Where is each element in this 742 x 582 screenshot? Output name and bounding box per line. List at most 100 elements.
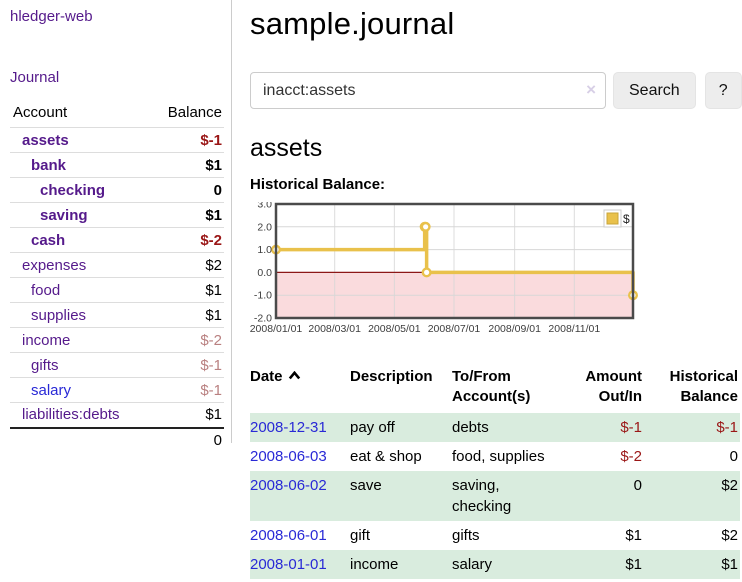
- transaction-balance: $2: [721, 527, 738, 544]
- account-row: checking 0: [10, 177, 224, 203]
- account-link[interactable]: cash: [31, 231, 66, 249]
- help-button[interactable]: ?: [704, 72, 742, 109]
- account-link[interactable]: checking: [40, 181, 106, 199]
- sidebar: hledger-web Journal Account Balance asse…: [0, 0, 232, 453]
- accounts-header-row: Account Balance: [10, 100, 224, 128]
- transaction-date-link[interactable]: 2008-12-31: [250, 419, 327, 436]
- account-link[interactable]: saving: [40, 206, 88, 224]
- register-table: Date Description To/From Account(s) Amount …: [250, 363, 740, 579]
- transaction-amount: $-2: [620, 448, 642, 465]
- svg-text:2008/03/01: 2008/03/01: [308, 323, 361, 335]
- register-header-label: To/From Account(s): [452, 368, 531, 405]
- account-link[interactable]: supplies: [31, 306, 87, 324]
- register-header-description: Description: [350, 363, 452, 413]
- search-button[interactable]: Search: [613, 72, 696, 109]
- account-link[interactable]: salary: [31, 381, 72, 399]
- accounts-total-row: 0: [10, 426, 224, 453]
- account-row: liabilities:debts $1: [10, 402, 224, 428]
- clear-search-icon[interactable]: ×: [586, 80, 596, 99]
- transaction-description: gift: [350, 527, 371, 544]
- account-row: cash $-2: [10, 227, 224, 253]
- account-row: income $-2: [10, 327, 224, 353]
- register-header-to-from-account-s-: To/From Account(s): [452, 363, 556, 413]
- transaction-description: pay off: [350, 413, 452, 442]
- account-balance: $1: [149, 202, 224, 228]
- account-title: assets: [250, 134, 323, 162]
- account-link[interactable]: income: [22, 331, 71, 349]
- transaction-accounts: food, supplies: [452, 448, 545, 465]
- transaction-date-link[interactable]: 2008-06-01: [250, 527, 327, 544]
- transaction-amount: $1: [556, 550, 644, 579]
- transaction-amount: $-1: [556, 413, 644, 442]
- register-header-amount-out-in: Amount Out/In: [556, 363, 644, 413]
- account-balance: $2: [149, 252, 224, 278]
- register-row: 2008-12-31 pay off debts $-1 $-1: [250, 413, 740, 442]
- register-header-label: Description: [350, 368, 433, 385]
- account-link[interactable]: expenses: [22, 256, 87, 274]
- chart-label: Historical Balance:: [250, 176, 386, 193]
- account-balance: $-2: [149, 327, 224, 353]
- register-row: 2008-06-02 save saving, checking 0 $2: [250, 471, 740, 521]
- svg-text:2008/11/01: 2008/11/01: [548, 323, 600, 335]
- accounts-header-balance: Balance: [167, 104, 222, 121]
- accounts-header-account: Account: [13, 104, 68, 121]
- svg-text:-1.0: -1.0: [254, 290, 272, 302]
- transaction-accounts: gifts: [452, 527, 480, 544]
- account-balance: 0: [149, 177, 224, 203]
- transaction-date-link[interactable]: 2008-06-03: [250, 448, 327, 465]
- account-link[interactable]: gifts: [31, 356, 59, 374]
- account-link[interactable]: assets: [22, 131, 69, 149]
- svg-text:2008/07/01: 2008/07/01: [428, 323, 481, 335]
- transaction-description: save: [350, 471, 452, 521]
- account-link[interactable]: liabilities:debts: [22, 406, 120, 424]
- account-balance: $-1: [149, 352, 224, 378]
- account-row: saving $1: [10, 202, 224, 228]
- register-row: 2008-01-01 income salary $1 $1: [250, 550, 740, 579]
- accounts-table: Account Balance assets $-1 bank $1 checking 0…: [10, 100, 224, 453]
- register-header-date[interactable]: Date: [250, 363, 350, 413]
- account-balance: $-2: [149, 227, 224, 253]
- sidebar-item-journal[interactable]: Journal: [10, 69, 60, 86]
- transaction-balance: $-1: [644, 413, 740, 442]
- account-row: supplies $1: [10, 302, 224, 328]
- account-link[interactable]: food: [31, 281, 61, 299]
- transaction-accounts: saving, checking: [452, 471, 556, 521]
- search-input[interactable]: [250, 72, 606, 109]
- chart-legend-label: $: [623, 212, 630, 226]
- register-header-label: Date: [250, 368, 283, 385]
- account-row: assets $-1: [10, 127, 224, 153]
- svg-text:2.0: 2.0: [257, 221, 272, 233]
- svg-text:2008/09/01: 2008/09/01: [488, 323, 541, 335]
- register-header-row: Date Description To/From Account(s) Amount …: [250, 363, 740, 413]
- register-row: 2008-06-03 eat & shop food, supplies $-2 0: [250, 442, 740, 471]
- accounts-total-value: 0: [149, 426, 224, 453]
- svg-text:3.0: 3.0: [257, 202, 272, 211]
- search-bar: × Search ?: [250, 72, 742, 109]
- transaction-amount: $1: [625, 527, 642, 544]
- account-link[interactable]: bank: [31, 156, 67, 174]
- transaction-date-link[interactable]: 2008-06-02: [250, 477, 327, 494]
- register-header-historical-balance: Historical Balance: [644, 363, 740, 413]
- transaction-date-link[interactable]: 2008-01-01: [250, 556, 327, 573]
- account-balance: $1: [149, 277, 224, 303]
- svg-text:0.0: 0.0: [257, 267, 272, 279]
- register-row: 2008-06-01 gift gifts $1 $2: [250, 521, 740, 550]
- svg-text:1.0: 1.0: [257, 244, 272, 256]
- account-balance: $1: [149, 402, 224, 428]
- account-row: food $1: [10, 277, 224, 303]
- transaction-description: eat & shop: [350, 448, 422, 465]
- brand-link[interactable]: hledger-web: [10, 8, 93, 25]
- main-content: sample.journal × Search ? assets Histori…: [232, 0, 742, 579]
- account-row: bank $1: [10, 152, 224, 178]
- account-row: expenses $2: [10, 252, 224, 278]
- sort-ascending-icon: [288, 370, 300, 380]
- svg-text:-2.0: -2.0: [254, 313, 272, 325]
- account-balance: $-1: [149, 377, 224, 403]
- account-balance: $1: [149, 152, 224, 178]
- account-balance: $-1: [149, 127, 224, 153]
- transaction-balance: $1: [644, 550, 740, 579]
- transaction-amount: 0: [556, 471, 644, 521]
- account-balance: $1: [149, 302, 224, 328]
